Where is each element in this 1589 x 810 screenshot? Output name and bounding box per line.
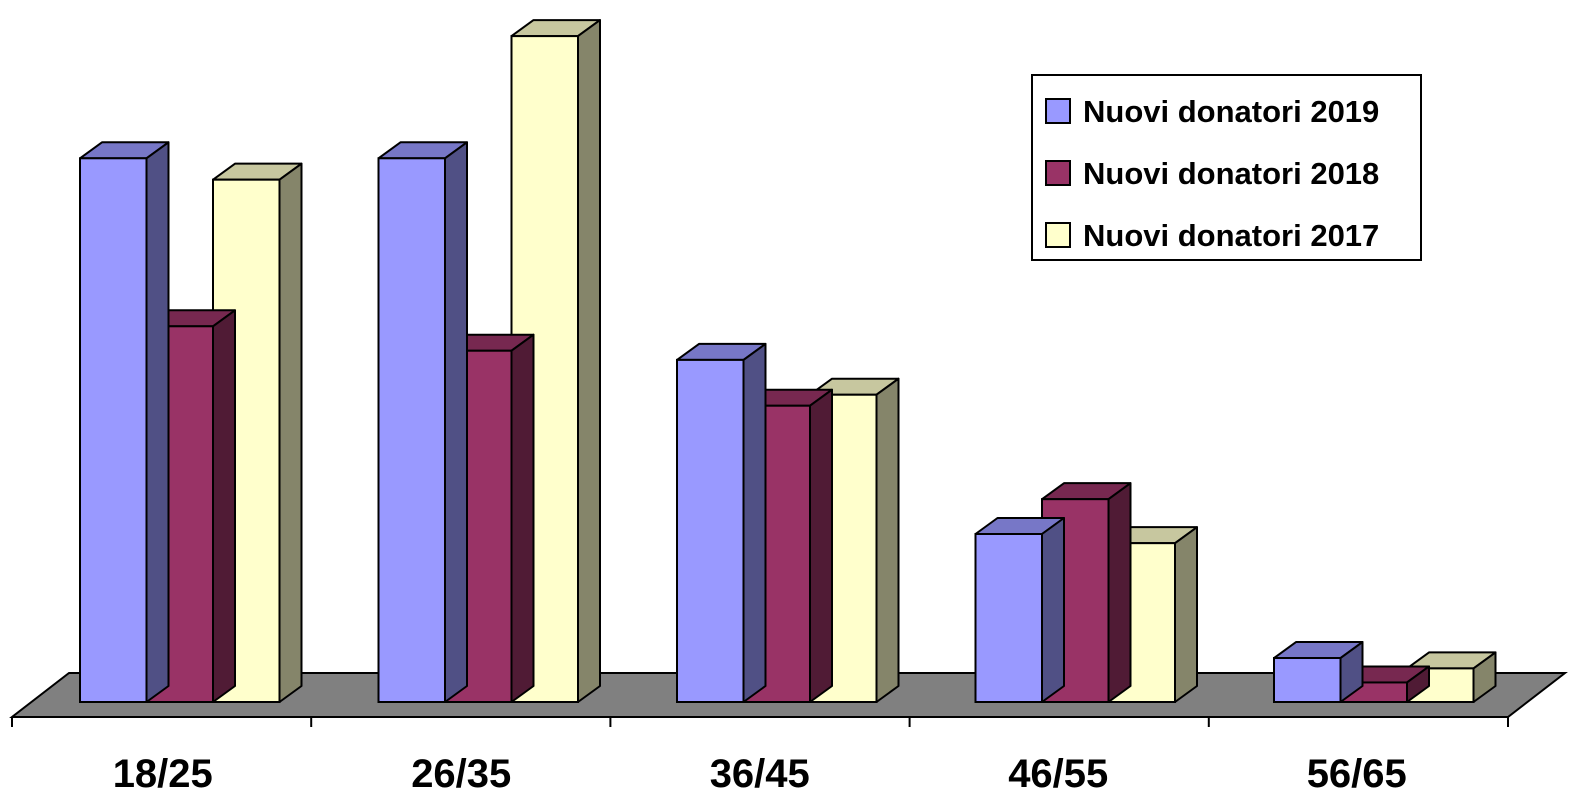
- legend-item-3: Nuovi donatori 2017: [1045, 218, 1379, 253]
- legend: Nuovi donatori 2019 Nuovi donatori 2018 Nu…: [1031, 74, 1422, 261]
- bar-1-1: [79, 141, 170, 704]
- bar-1-2: [377, 141, 468, 704]
- legend-box: [1031, 74, 1422, 261]
- x-axis-ticks: [11, 717, 1509, 727]
- bars-group: [79, 19, 1497, 704]
- legend-label: Nuovi donatori 2018: [1083, 156, 1379, 191]
- x-tick-label: 18/25: [113, 752, 213, 796]
- legend-item-1: Nuovi donatori 2019: [1045, 94, 1379, 129]
- x-tick-label: 56/65: [1307, 752, 1407, 796]
- x-tick-label: 46/55: [1008, 752, 1108, 796]
- bar-3-1: [212, 162, 303, 703]
- legend-swatch: [1045, 160, 1071, 186]
- bar-1-5: [1273, 641, 1364, 703]
- category-labels: 18/25 26/35 36/45 46/55 56/65: [113, 752, 1407, 796]
- legend-label: Nuovi donatori 2017: [1083, 218, 1379, 253]
- bar-1-3: [676, 342, 767, 703]
- bar-1-4: [974, 517, 1065, 703]
- legend-swatch: [1045, 98, 1071, 124]
- x-tick-label: 36/45: [710, 752, 810, 796]
- legend-swatch: [1045, 222, 1071, 248]
- legend-item-2: Nuovi donatori 2018: [1045, 156, 1379, 191]
- legend-label: Nuovi donatori 2019: [1083, 94, 1379, 129]
- x-tick-label: 26/35: [411, 752, 511, 796]
